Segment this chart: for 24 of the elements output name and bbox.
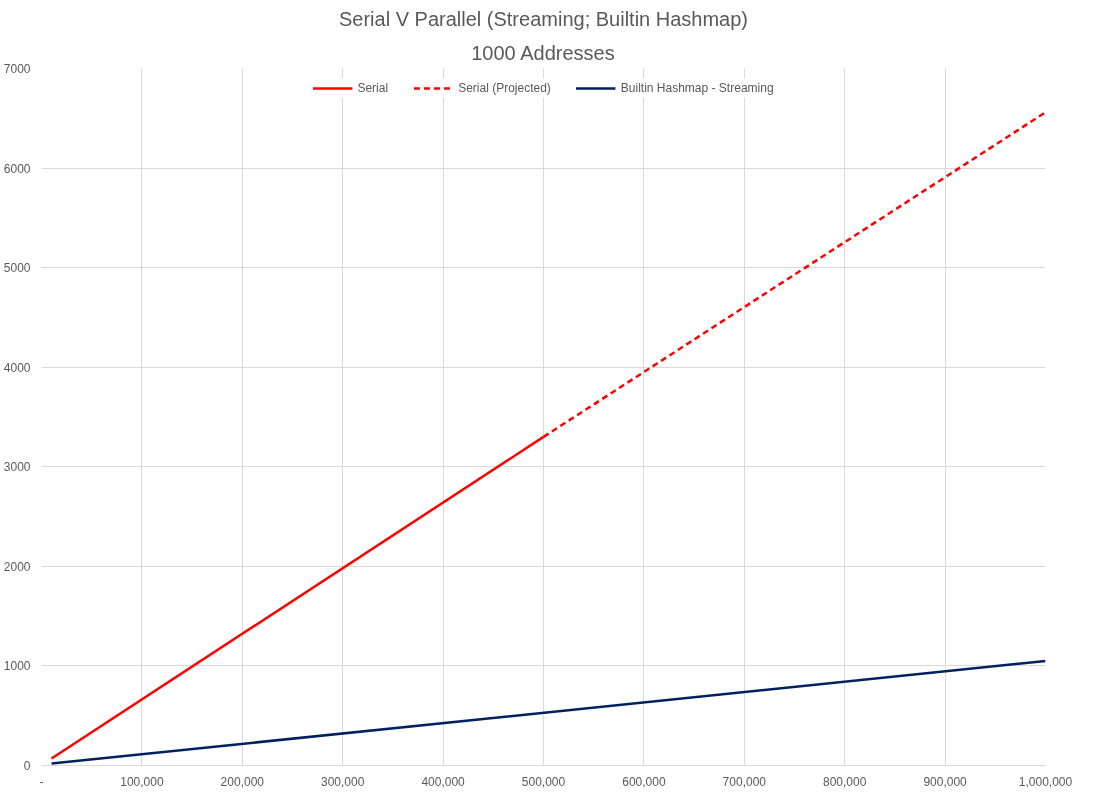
legend-label: Serial [357,81,389,95]
y-tick-label: 0 [23,759,31,773]
y-tick-label: 6000 [3,161,31,176]
x-tick-label: 100,000 [120,774,164,789]
x-tick-label: 800,000 [823,774,867,789]
x-tick-label: 200,000 [220,774,265,789]
y-tick-label: 2000 [3,559,31,574]
y-tick-label: 1000 [3,659,31,674]
chart-title: Serial V Parallel (Streaming; Builtin Hashmap) [338,7,749,30]
y-tick-label: 5000 [3,261,31,276]
x-tick-label: 1,000,000 [1018,774,1073,789]
chart-subtitle: 1000 Addresses [471,41,615,64]
x-tick-label: 300,000 [321,774,365,789]
legend-label: Builtin Hashmap - Streaming [620,81,774,95]
x-tick-label: 900,000 [923,774,968,789]
x-tick-label: 600,000 [622,774,666,789]
legend-label: Serial (Projected) [458,81,551,95]
y-tick-label: 3000 [3,460,31,475]
x-tick-label: - [39,774,44,789]
y-tick-label: 4000 [3,360,31,375]
y-tick-label: 7000 [3,62,31,76]
x-tick-label: 500,000 [521,774,566,789]
x-tick-label: 400,000 [421,774,466,789]
x-tick-label: 700,000 [722,774,767,789]
